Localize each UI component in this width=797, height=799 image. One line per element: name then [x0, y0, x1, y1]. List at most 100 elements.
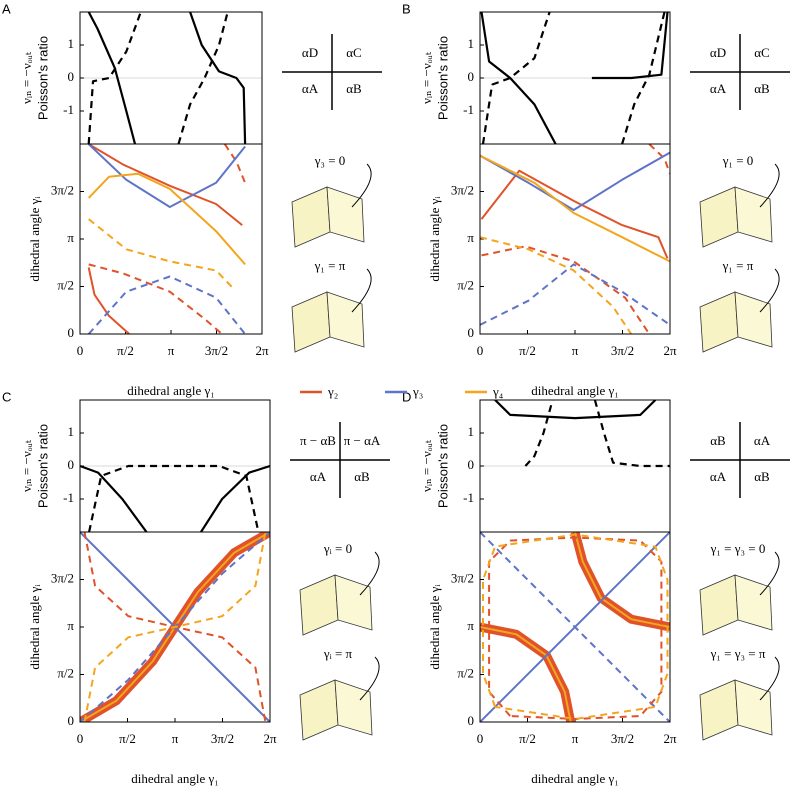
plot-frame	[79, 531, 271, 723]
x-tick-label: 2π	[663, 343, 677, 358]
origami-panel	[299, 574, 339, 636]
y-tick-label: π/2	[57, 665, 74, 680]
curve	[223, 144, 247, 184]
curve	[494, 400, 657, 420]
y-tick-label: 3π/2	[451, 182, 474, 197]
y-tick-label: 0	[468, 325, 475, 340]
x-axis-label: dihedral angle γ₁	[531, 771, 619, 786]
y-tick-label: 1	[68, 424, 75, 439]
angle-label: αA	[710, 469, 727, 484]
curve	[87, 267, 130, 334]
y-axis-label: dihedral angle γᵢ	[27, 196, 42, 282]
y-axis-label: dihedral angle γᵢ	[427, 584, 442, 670]
origami-panel	[326, 291, 365, 348]
arrow	[359, 551, 380, 596]
angle-label: αB	[710, 433, 726, 448]
angle-label: αD	[710, 45, 726, 60]
y-tick-label: 0	[68, 713, 75, 728]
y-axis-label: dihedral angle γᵢ	[27, 584, 42, 670]
angle-label: αA	[310, 469, 327, 484]
y-axis-label: νᵢₙ = −νₒᵤₜ	[419, 439, 434, 492]
curve-core	[574, 532, 670, 628]
origami-panel	[291, 291, 331, 353]
y-tick-label: 3π/2	[51, 570, 74, 585]
y-axis-label: Poisson's ratio	[435, 424, 450, 508]
panel-label: C	[2, 389, 11, 404]
y-tick-label: 0	[468, 713, 475, 728]
arrow	[759, 656, 780, 701]
angle-label: π − αA	[344, 433, 381, 448]
origami-panel	[734, 679, 773, 736]
curve	[80, 464, 148, 532]
origami-panel	[734, 574, 773, 631]
y-tick-label: π	[467, 618, 474, 633]
x-tick-label: π/2	[519, 343, 536, 358]
x-tick-label: 0	[77, 343, 84, 358]
annotation: γ₁ = π	[314, 258, 346, 273]
y-tick-label: 1	[468, 424, 475, 439]
panel-label: A	[2, 1, 11, 16]
curve	[480, 151, 670, 211]
angle-label: π − αB	[300, 433, 336, 448]
y-axis-label: νᵢₙ = −νₒᵤₜ	[419, 51, 434, 104]
curve	[88, 144, 243, 226]
curve	[200, 464, 270, 532]
x-tick-label: π	[172, 731, 179, 746]
origami-panel	[334, 574, 373, 631]
x-tick-label: 3π/2	[211, 731, 234, 746]
panel-label: D	[402, 389, 411, 404]
y-axis-label: νᵢₙ = −νₒᵤₜ	[19, 439, 34, 492]
annotation: γ₁ = π	[722, 258, 754, 273]
origami-panel	[699, 574, 739, 636]
y-tick-label: π	[67, 230, 74, 245]
angle-label: αA	[710, 81, 727, 96]
x-tick-label: π/2	[117, 343, 134, 358]
y-tick-label: 3π/2	[51, 182, 74, 197]
curve	[482, 533, 669, 720]
origami-panel	[291, 186, 331, 248]
angle-label: αC	[754, 45, 769, 60]
curve	[480, 263, 670, 326]
curve	[593, 400, 670, 468]
angle-label: αA	[754, 433, 771, 448]
curve	[87, 172, 246, 266]
curve	[480, 169, 669, 259]
arrow	[351, 268, 372, 313]
x-tick-label: 0	[77, 731, 84, 746]
arrow	[759, 163, 780, 208]
curve	[480, 12, 557, 144]
plot-frame	[79, 143, 263, 335]
legend-label: γ₂	[327, 384, 338, 399]
x-tick-label: 2π	[663, 731, 677, 746]
y-tick-label: π/2	[57, 277, 74, 292]
y-tick-label: π	[67, 618, 74, 633]
curve	[524, 400, 554, 467]
y-tick-label: π/2	[457, 665, 474, 680]
curve	[177, 12, 229, 144]
legend-label: γ₄	[492, 384, 504, 399]
x-tick-label: π	[572, 731, 579, 746]
x-axis-label: dihedral angle γ₁	[127, 383, 215, 398]
x-tick-label: 0	[477, 731, 484, 746]
curve	[88, 218, 235, 290]
y-tick-label: 0	[468, 69, 475, 84]
origami-panel	[734, 186, 773, 243]
annotation: γ₃ = 0	[314, 153, 346, 168]
angle-label: αB	[754, 81, 770, 96]
y-tick-label: -1	[463, 490, 474, 505]
x-tick-label: 3π/2	[205, 343, 228, 358]
angle-label: αC	[346, 45, 361, 60]
curve	[88, 144, 246, 208]
origami-panel	[699, 291, 739, 353]
curve	[189, 12, 247, 144]
arrow	[759, 551, 780, 596]
y-axis-label: Poisson's ratio	[35, 36, 50, 120]
x-tick-label: 2π	[255, 343, 269, 358]
y-tick-label: 0	[68, 69, 75, 84]
angle-label: αB	[754, 469, 770, 484]
arrow	[359, 656, 380, 701]
panel-label: B	[402, 1, 411, 16]
x-tick-label: 3π/2	[611, 343, 634, 358]
y-axis-label: Poisson's ratio	[35, 424, 50, 508]
